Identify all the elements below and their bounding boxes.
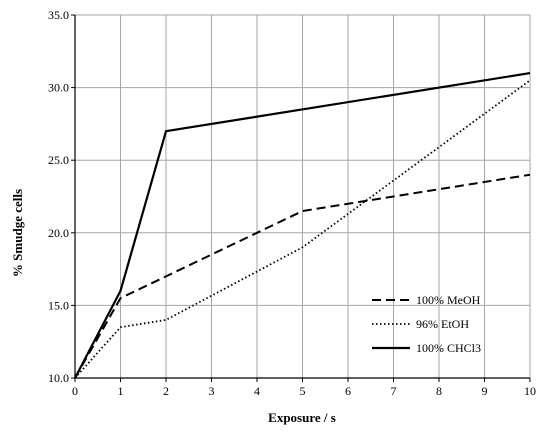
x-tick-labels: 0 1 2 3 4 5 6 7 8 9 10 (72, 384, 536, 398)
series-line-100-chcl3 (74, 71, 531, 379)
x-tick-label: 5 (300, 384, 306, 398)
axes (71, 14, 531, 382)
y-tick-label: 30.0 (48, 81, 69, 95)
legend-label: 100% CHCl3 (416, 341, 481, 355)
x-tick-label: 3 (209, 384, 215, 398)
x-tick-label: 2 (163, 384, 169, 398)
gridlines (75, 14, 531, 378)
y-tick-label: 35.0 (48, 8, 69, 22)
series-line-96-etoh (74, 79, 531, 379)
legend-label: 100% MeOH (416, 293, 481, 307)
data-series (74, 71, 531, 379)
x-tick-label: 6 (345, 384, 351, 398)
x-tick-label: 1 (118, 384, 124, 398)
series-line-100-meoh (74, 173, 531, 379)
legend: 100% MeOH 96% EtOH 100% CHCl3 (372, 293, 481, 355)
y-tick-label: 25.0 (48, 153, 69, 167)
y-tick-label: 10.0 (48, 371, 69, 385)
x-tick-label: 10 (524, 384, 536, 398)
x-tick-label: 8 (436, 384, 442, 398)
x-tick-label: 7 (391, 384, 397, 398)
x-axis-title: Exposure / s (268, 410, 336, 425)
y-tick-label: 15.0 (48, 298, 69, 312)
y-tick-label: 20.0 (48, 226, 69, 240)
legend-label: 96% EtOH (416, 317, 469, 331)
x-tick-label: 4 (254, 384, 260, 398)
x-tick-label: 0 (72, 384, 78, 398)
y-axis-title: % Smudge cells (10, 189, 25, 277)
x-tick-label: 9 (482, 384, 488, 398)
y-tick-labels: 10.0 15.0 20.0 25.0 30.0 35.0 (48, 8, 69, 385)
